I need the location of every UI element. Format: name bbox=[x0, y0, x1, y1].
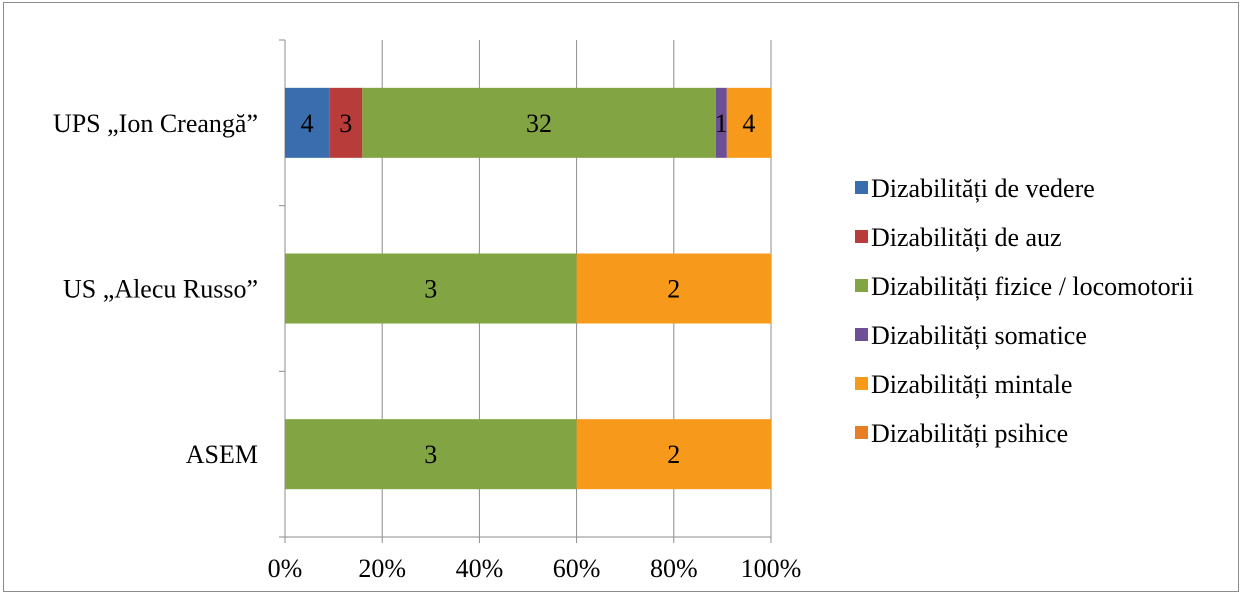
bar-segment bbox=[329, 87, 363, 158]
x-tick-label: 100% bbox=[741, 554, 802, 583]
bar-segment bbox=[285, 419, 577, 490]
data-label: 4 bbox=[742, 109, 755, 138]
x-tick-label: 20% bbox=[358, 554, 406, 583]
x-tick-labels: 0% 20% 40% 60% 80% 100% bbox=[268, 554, 802, 583]
legend-item-dizabilitati-psihice: Dizabilități psihice bbox=[855, 419, 1068, 448]
bar-segment bbox=[362, 87, 716, 158]
legend-swatch bbox=[855, 181, 868, 194]
bar-segment bbox=[285, 87, 330, 158]
bar-segment bbox=[715, 87, 727, 158]
data-label: 3 bbox=[424, 440, 437, 469]
bar-segment bbox=[285, 253, 577, 324]
legend-swatch bbox=[855, 426, 868, 439]
legend-item-dizabilitati-fizice-locomotorii: Dizabilități fizice / locomotorii bbox=[855, 272, 1194, 301]
bar-segment bbox=[726, 87, 771, 158]
data-label: 3 bbox=[339, 109, 352, 138]
bar-segment bbox=[576, 253, 771, 324]
legend-swatch bbox=[855, 377, 868, 390]
legend-label: Dizabilități fizice / locomotorii bbox=[871, 272, 1194, 301]
data-labels: 4 3 32 1 43 23 2 bbox=[301, 109, 756, 469]
category-label: UPS „Ion Creangă” bbox=[53, 109, 258, 138]
legend-swatch bbox=[855, 328, 868, 341]
bar-segment bbox=[576, 419, 771, 490]
category-labels: UPS „Ion Creangă” US „Alecu Russo” ASEM bbox=[53, 109, 258, 469]
data-label: 32 bbox=[526, 109, 552, 138]
legend-item-dizabilitati-mintale: Dizabilități mintale bbox=[855, 370, 1072, 399]
legend-swatch bbox=[855, 230, 868, 243]
x-tick-label: 80% bbox=[650, 554, 698, 583]
bars bbox=[285, 87, 771, 490]
legend-label: Dizabilități mintale bbox=[871, 370, 1072, 399]
x-tick-label: 60% bbox=[553, 554, 601, 583]
data-label: 3 bbox=[424, 275, 437, 304]
data-label: 2 bbox=[667, 440, 680, 469]
legend-swatch bbox=[855, 279, 868, 292]
x-tick-label: 40% bbox=[456, 554, 504, 583]
category-label: ASEM bbox=[186, 440, 258, 469]
legend-item-dizabilitati-de-auz: Dizabilități de auz bbox=[855, 223, 1062, 252]
category-label: US „Alecu Russo” bbox=[63, 275, 258, 304]
legend-item-dizabilitati-somatice: Dizabilități somatice bbox=[855, 321, 1087, 350]
data-label: 2 bbox=[667, 275, 680, 304]
legend-label: Dizabilități de vedere bbox=[871, 174, 1095, 203]
data-label: 1 bbox=[715, 109, 728, 138]
legend-label: Dizabilități de auz bbox=[871, 223, 1062, 252]
data-label: 4 bbox=[301, 109, 314, 138]
legend-item-dizabilitati-de-vedere: Dizabilități de vedere bbox=[855, 174, 1095, 203]
legend-label: Dizabilități psihice bbox=[871, 419, 1068, 448]
legend: Dizabilități de vedere Dizabilități de au… bbox=[855, 174, 1194, 448]
legend-label: Dizabilități somatice bbox=[871, 321, 1087, 350]
x-tick-label: 0% bbox=[268, 554, 303, 583]
